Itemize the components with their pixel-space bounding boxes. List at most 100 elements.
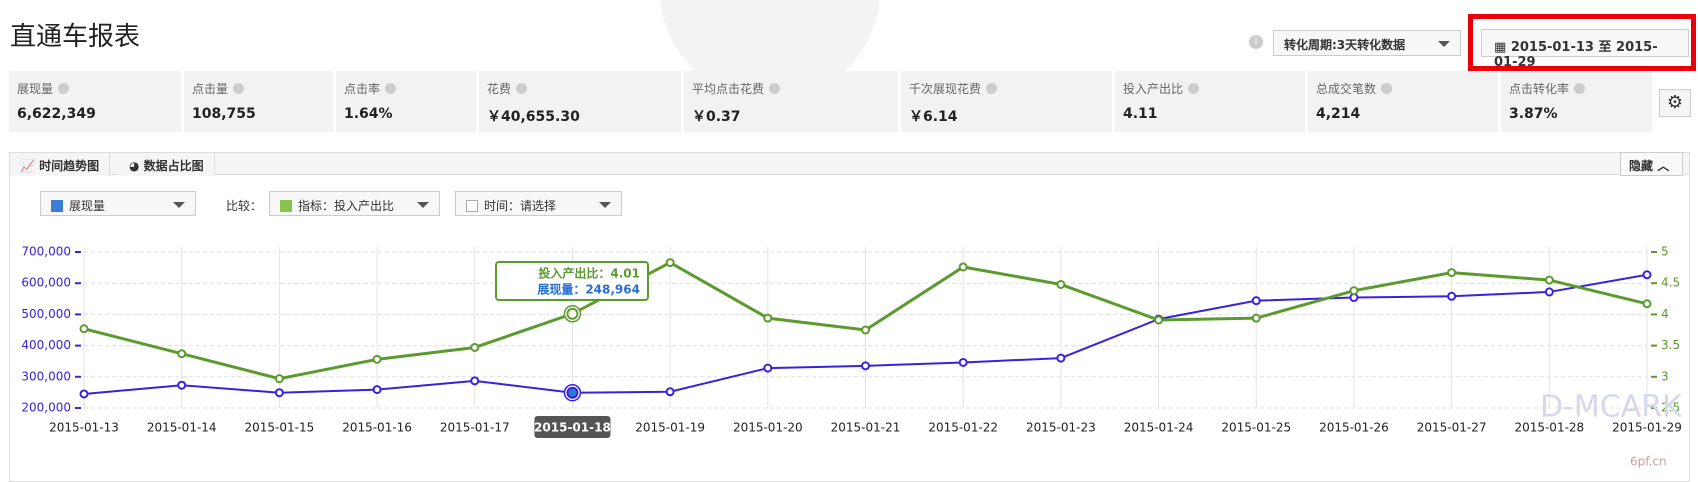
point: [177, 380, 187, 390]
metric-card: 点击量 108,755: [184, 71, 333, 132]
x-tick-label: 2015-01-19: [635, 421, 705, 435]
compare-label: 比较：: [226, 199, 263, 213]
help-icon: [986, 83, 998, 94]
y-tick-label: 300,000: [21, 369, 71, 383]
metric-value: ￥40,655.30: [487, 109, 580, 125]
point: [274, 374, 284, 384]
metric-card: 总成交笔数 4,214: [1308, 71, 1498, 132]
page-title: 直通车报表: [10, 22, 141, 52]
point: [763, 313, 773, 323]
x-tick-label: 2015-01-17: [440, 421, 510, 435]
metric-card: 点击率 1.64%: [336, 71, 476, 132]
point: [177, 349, 187, 359]
y-tick-label: 600,000: [21, 276, 71, 290]
metric-select[interactable]: 展现量: [40, 191, 196, 216]
compare-select[interactable]: 指标：投入产出比: [269, 191, 440, 216]
time-select[interactable]: 时间：请选择: [455, 191, 622, 216]
help-icon: [769, 83, 781, 94]
tooltip-line: 投入产出比：4.01: [538, 266, 640, 281]
metric-card: 投入产出比 4.11: [1115, 71, 1305, 132]
point: [566, 386, 579, 399]
help-icon: [233, 83, 245, 94]
compare-name: 投入产出比: [334, 199, 395, 213]
watermark: 6pf.cn: [1630, 455, 1667, 469]
x-tick-label: 2015-01-27: [1417, 421, 1487, 435]
x-tick-label: 2015-01-15: [245, 421, 315, 435]
point: [1642, 270, 1652, 280]
metric-value: 108,755: [192, 106, 256, 122]
date-range[interactable]: ▦ 2015-01-13 至 2015-01-29: [1481, 29, 1689, 70]
hide-label: 隐藏: [1629, 159, 1654, 173]
point: [1056, 353, 1066, 363]
point: [1544, 275, 1554, 285]
metric-value: ￥0.37: [692, 109, 741, 125]
x-tick-label: 2015-01-23: [1026, 421, 1096, 435]
x-tick-label: 2015-01-16: [342, 421, 412, 435]
info-icon[interactable]: i: [1249, 35, 1263, 49]
point: [861, 361, 870, 371]
tooltip-box: [495, 261, 649, 301]
point: [1642, 299, 1652, 309]
help-icon: [1574, 83, 1586, 94]
point: [566, 307, 579, 320]
point: [958, 357, 968, 367]
x-tick-label: 2015-01-25: [1221, 421, 1291, 435]
settings-button[interactable]: ⚙: [1659, 89, 1691, 117]
metric-value: 4,214: [1316, 106, 1361, 122]
tab[interactable]: ◕ 数据占比图: [119, 153, 215, 176]
period-dropdown[interactable]: 转化周期:3天转化数据: [1273, 30, 1461, 56]
x-tick-label: 2015-01-24: [1124, 421, 1194, 435]
point: [1154, 315, 1164, 325]
x-tick-label: 2015-01-26: [1319, 421, 1389, 435]
x-tick-label: 2015-01-18: [534, 421, 611, 435]
y-tick-label: 700,000: [21, 245, 71, 259]
metric-name: 展现量: [69, 199, 106, 213]
metric-label: 展现量: [17, 82, 54, 96]
point: [861, 325, 870, 335]
point: [1544, 287, 1554, 297]
help-icon: [1188, 83, 1200, 94]
x-tick-label: 2015-01-29: [1612, 421, 1682, 435]
point: [665, 258, 675, 268]
help-icon: [58, 83, 70, 94]
y2-tick-label: 4: [1661, 307, 1669, 321]
tab-label: 数据占比图: [143, 159, 204, 173]
y2-tick-label: 3: [1661, 369, 1669, 383]
metric-label: 点击量: [192, 82, 229, 96]
metric-label: 总成交笔数: [1316, 82, 1377, 96]
point: [79, 389, 89, 399]
point: [372, 385, 382, 395]
point: [1447, 291, 1457, 301]
metric-label: 点击转化率: [1509, 82, 1570, 96]
point: [372, 354, 382, 364]
point: [1447, 268, 1457, 278]
hide-button[interactable]: 隐藏 ︿: [1620, 152, 1683, 176]
y-tick-label: 200,000: [21, 401, 71, 415]
point: [1251, 313, 1261, 323]
point: [1056, 279, 1066, 289]
x-tick-label: 2015-01-14: [147, 421, 217, 435]
y2-tick-label: 4.5: [1661, 276, 1680, 290]
metric-label: 点击率: [344, 82, 381, 96]
point: [470, 342, 480, 352]
metric-card: 展现量 6,622,349: [9, 71, 181, 132]
metric-label: 平均点击花费: [692, 82, 765, 96]
tooltip-line: 展现量：248,964: [537, 283, 640, 297]
metric-card: 平均点击花费 ￥0.37: [684, 71, 898, 132]
tab[interactable]: 📈 时间趋势图: [10, 153, 111, 176]
point: [1349, 286, 1359, 296]
metric-value: 1.64%: [344, 106, 393, 122]
point: [665, 387, 675, 397]
y-tick-label: 500,000: [21, 307, 71, 321]
highlight-box: [1468, 14, 1696, 71]
metric-card: 花费 ￥40,655.30: [479, 71, 681, 132]
x-tick-label: 2015-01-13: [49, 421, 119, 435]
metric-card: 千次展现花费 ￥6.14: [901, 71, 1112, 132]
metric-label: 投入产出比: [1123, 82, 1184, 96]
metric-value: 6,622,349: [17, 106, 96, 122]
point: [274, 388, 284, 398]
metric-label: 千次展现花费: [909, 82, 982, 96]
point: [1251, 296, 1261, 306]
